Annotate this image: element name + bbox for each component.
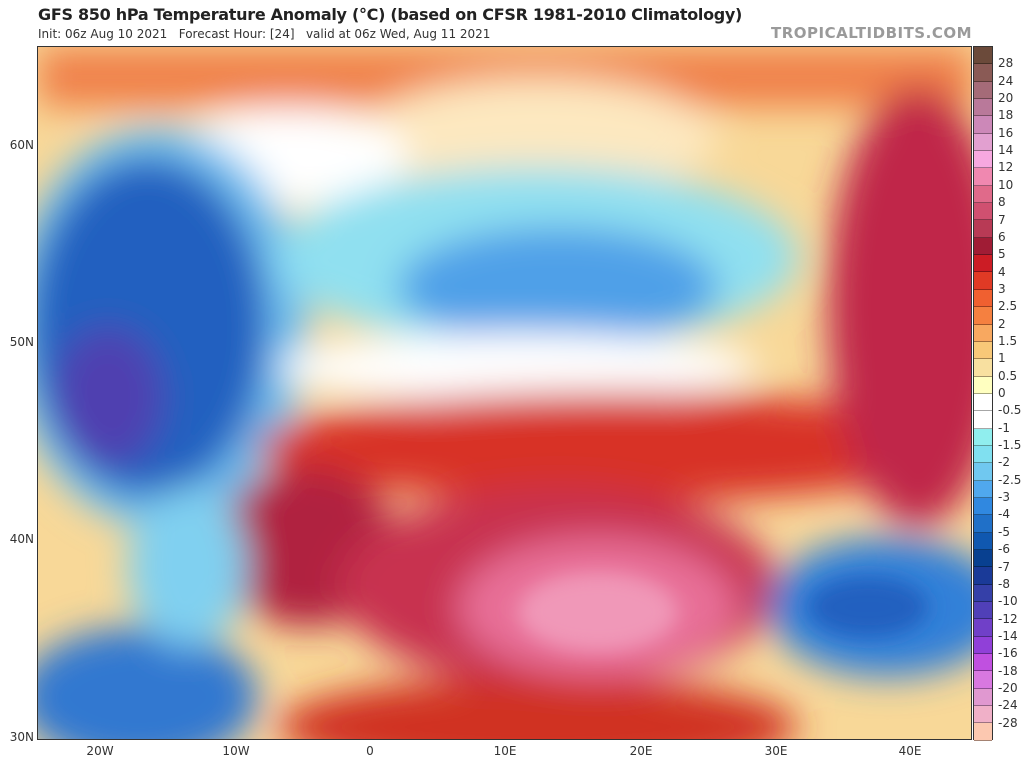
colorbar-swatch bbox=[974, 602, 992, 620]
colorbar-label: -4 bbox=[998, 507, 1010, 522]
colorbar-label: 3 bbox=[998, 281, 1006, 296]
colorbar bbox=[973, 46, 993, 741]
lon-label: 10W bbox=[222, 744, 250, 758]
colorbar-label: -14 bbox=[998, 628, 1018, 643]
colorbar-label: 14 bbox=[998, 143, 1014, 158]
colorbar-label: 18 bbox=[998, 108, 1014, 123]
colorbar-swatch bbox=[974, 168, 992, 186]
colorbar-swatch bbox=[974, 255, 992, 273]
colorbar-label: 1 bbox=[998, 351, 1006, 366]
lon-label: 40E bbox=[898, 744, 922, 758]
colorbar-swatch bbox=[974, 671, 992, 689]
colorbar-swatch bbox=[974, 445, 992, 464]
colorbar-label: -6 bbox=[998, 542, 1010, 557]
colorbar-swatch bbox=[974, 688, 992, 707]
colorbar-label: -12 bbox=[998, 611, 1018, 626]
colorbar-label: 2.5 bbox=[998, 299, 1018, 314]
lat-label: 40N bbox=[9, 532, 34, 546]
colorbar-swatch bbox=[974, 237, 992, 256]
colorbar-swatch bbox=[974, 411, 992, 429]
colorbar-swatch bbox=[974, 64, 992, 82]
colorbar-label: 16 bbox=[998, 125, 1014, 140]
colorbar-swatch bbox=[974, 463, 992, 481]
colorbar-swatch bbox=[974, 220, 992, 238]
colorbar-label: 5 bbox=[998, 247, 1006, 262]
colorbar-swatch bbox=[974, 480, 992, 498]
colorbar-swatch bbox=[974, 706, 992, 724]
temperature-anomaly-map bbox=[37, 46, 972, 740]
anomaly-field bbox=[38, 47, 971, 739]
colorbar-label: 20 bbox=[998, 91, 1014, 106]
colorbar-label: 0 bbox=[998, 386, 1006, 400]
lon-label: 20E bbox=[629, 744, 653, 758]
colorbar-label: 7 bbox=[998, 212, 1006, 227]
colorbar-label: 2 bbox=[998, 316, 1006, 331]
colorbar-swatch bbox=[974, 341, 992, 360]
colorbar-label: -1 bbox=[998, 420, 1010, 435]
colorbar-label: 24 bbox=[998, 73, 1014, 88]
colorbar-swatch bbox=[974, 532, 992, 550]
colorbar-swatch bbox=[974, 376, 992, 394]
lon-label: 30E bbox=[764, 744, 788, 758]
colorbar-swatch bbox=[974, 99, 992, 117]
colorbar-swatch bbox=[974, 619, 992, 637]
colorbar-label: 0.5 bbox=[998, 368, 1018, 383]
watermark: TROPICALTIDBITS.COM bbox=[771, 24, 972, 42]
colorbar-label: -16 bbox=[998, 646, 1018, 661]
colorbar-swatch bbox=[974, 47, 992, 65]
colorbar-label: 12 bbox=[998, 160, 1014, 175]
colorbar-label: -3 bbox=[998, 490, 1010, 505]
colorbar-swatch bbox=[974, 654, 992, 672]
colorbar-swatch bbox=[974, 428, 992, 446]
colorbar-label: 1.5 bbox=[998, 333, 1018, 348]
colorbar-label: -10 bbox=[998, 594, 1018, 609]
colorbar-label: -20 bbox=[998, 680, 1018, 695]
colorbar-label: 6 bbox=[998, 229, 1006, 244]
colorbar-swatch bbox=[974, 567, 992, 585]
colorbar-label: -28 bbox=[998, 715, 1018, 730]
lon-label: 0 bbox=[366, 744, 374, 758]
colorbar-swatch bbox=[974, 393, 992, 412]
colorbar-label: -24 bbox=[998, 698, 1018, 713]
colorbar-swatch bbox=[974, 116, 992, 134]
colorbar-label: -5 bbox=[998, 524, 1010, 539]
colorbar-label: -18 bbox=[998, 663, 1018, 678]
colorbar-label: -8 bbox=[998, 576, 1010, 591]
colorbar-swatch bbox=[974, 636, 992, 655]
colorbar-swatch bbox=[974, 272, 992, 290]
colorbar-label: -2.5 bbox=[998, 472, 1022, 487]
colorbar-swatch bbox=[974, 584, 992, 602]
colorbar-swatch bbox=[974, 133, 992, 152]
colorbar-label: 8 bbox=[998, 195, 1006, 210]
colorbar-label: 10 bbox=[998, 177, 1014, 192]
colorbar-label: -2 bbox=[998, 455, 1010, 470]
colorbar-label: 28 bbox=[998, 56, 1014, 71]
colorbar-label: -0.5 bbox=[998, 403, 1022, 418]
chart-subtitle: Init: 06z Aug 10 2021 Forecast Hour: [24… bbox=[38, 27, 491, 41]
chart-title: GFS 850 hPa Temperature Anomaly (°C) (ba… bbox=[38, 5, 743, 24]
colorbar-label: 4 bbox=[998, 264, 1006, 279]
colorbar-swatch bbox=[974, 81, 992, 100]
colorbar-swatch bbox=[974, 185, 992, 204]
lon-label: 20W bbox=[86, 744, 114, 758]
colorbar-swatch bbox=[974, 549, 992, 568]
lat-label: 60N bbox=[9, 138, 34, 152]
colorbar-swatch bbox=[974, 515, 992, 533]
lat-label: 50N bbox=[9, 335, 34, 349]
colorbar-swatch bbox=[974, 289, 992, 308]
colorbar-swatch bbox=[974, 723, 992, 741]
colorbar-swatch bbox=[974, 497, 992, 516]
colorbar-swatch bbox=[974, 203, 992, 221]
colorbar-swatch bbox=[974, 307, 992, 325]
colorbar-swatch bbox=[974, 359, 992, 377]
colorbar-label: -7 bbox=[998, 559, 1010, 574]
colorbar-swatch bbox=[974, 324, 992, 342]
colorbar-label: -1.5 bbox=[998, 438, 1022, 453]
lon-label: 10E bbox=[493, 744, 517, 758]
lat-label: 30N bbox=[9, 730, 34, 744]
colorbar-swatch bbox=[974, 151, 992, 169]
